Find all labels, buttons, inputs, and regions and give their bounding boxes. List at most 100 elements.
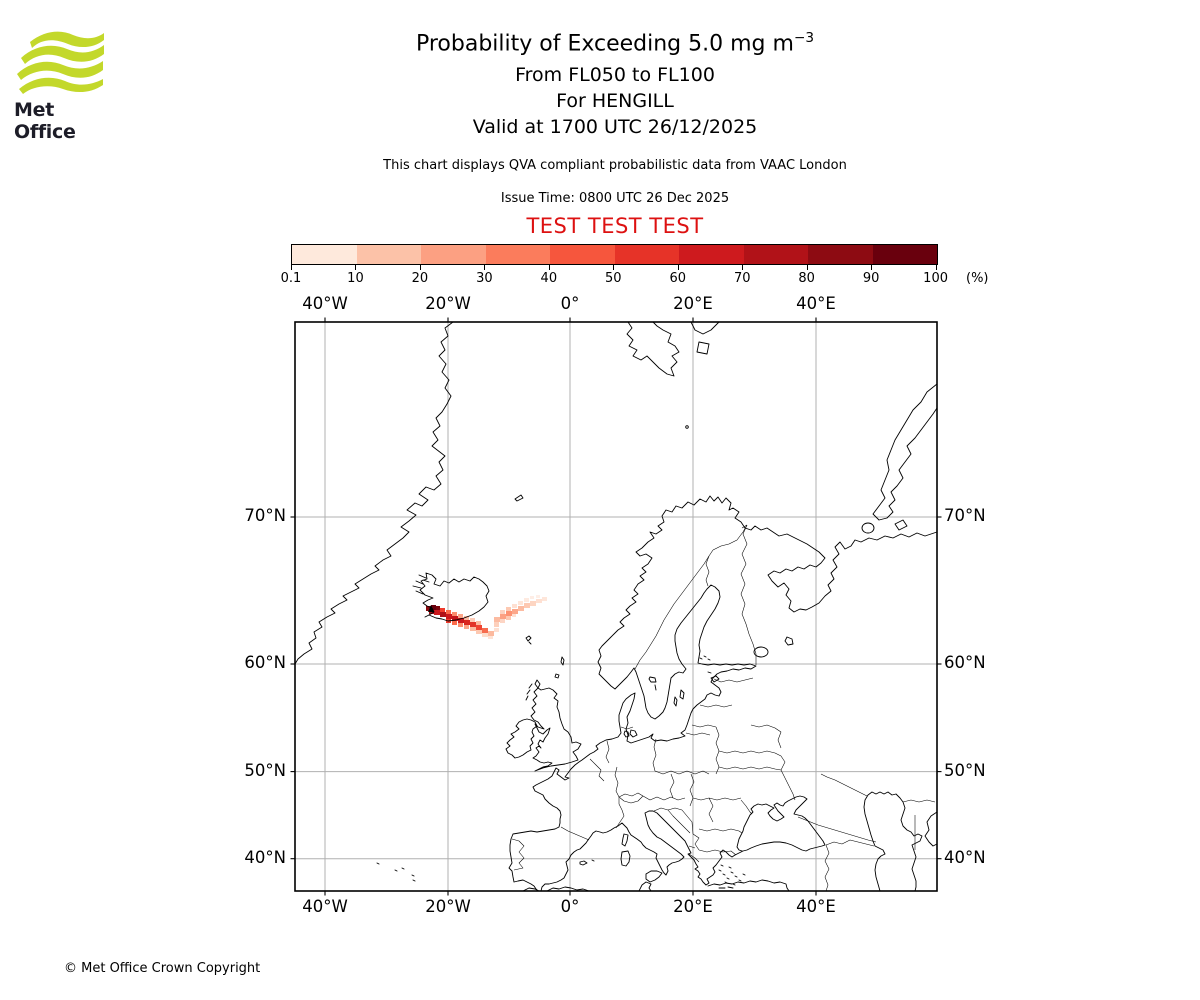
ash-plume-cell xyxy=(536,595,540,598)
colorbar-tick xyxy=(871,265,873,270)
page-title: Probability of Exceeding 5.0 mg m−3 xyxy=(30,30,1200,56)
graticule-gridlines xyxy=(295,322,937,891)
colorbar-tick xyxy=(355,265,357,270)
ash-plume-cell xyxy=(518,606,524,611)
subtitle-volcano: For HENGILL xyxy=(556,90,674,112)
lon-label-bottom: 20°E xyxy=(673,897,713,916)
ash-plume-cell xyxy=(446,610,451,614)
ash-plume-cell xyxy=(488,631,494,636)
lat-label-right: 50°N xyxy=(944,760,986,780)
colorbar-segment xyxy=(808,245,873,264)
qva-description: This chart displays QVA compliant probab… xyxy=(383,158,847,173)
ash-plume-cell xyxy=(470,627,476,631)
lon-label-top: 0° xyxy=(560,294,580,313)
title-main: Probability of Exceeding 5.0 mg m xyxy=(415,31,794,57)
ash-plume-cell xyxy=(494,628,499,632)
ash-plume-cell xyxy=(431,605,436,610)
colorbar-tick xyxy=(742,265,744,270)
axis-ticks xyxy=(290,317,942,896)
colorbar-segment xyxy=(421,245,486,264)
colorbar-segment xyxy=(679,245,744,264)
europe-north-atlantic-map xyxy=(290,317,942,896)
ash-plume-cell xyxy=(506,607,511,611)
subtitle-flight-levels: From FL050 to FL100 xyxy=(515,64,715,86)
ash-plume-cell xyxy=(436,606,440,611)
ash-plume-cell xyxy=(524,598,529,602)
ash-plume-cell xyxy=(512,614,516,617)
colorbar-tick-label: 60 xyxy=(669,271,687,286)
lat-label-right: 60°N xyxy=(944,653,986,672)
ash-plume-cell xyxy=(494,622,499,627)
test-banner: TEST TEST TEST xyxy=(526,214,704,238)
colorbar-segment xyxy=(485,245,550,264)
lat-label-right: 70°N xyxy=(944,506,986,525)
colorbar-tick-label: 80 xyxy=(798,271,815,286)
ash-plume-cell xyxy=(452,616,458,621)
colorbar-segment xyxy=(292,245,357,264)
ash-plume-cell xyxy=(434,610,440,615)
ash-plume-cell xyxy=(476,621,481,625)
title-superscript: −3 xyxy=(793,30,815,46)
ash-plume-cell xyxy=(464,620,470,625)
lon-label-bottom: 40°E xyxy=(796,897,836,916)
colorbar-tick-label: 0.1 xyxy=(280,271,302,286)
lon-label-bottom: 0° xyxy=(560,897,580,916)
colorbar-tick-label: 10 xyxy=(347,271,364,286)
lat-label-left: 50°N xyxy=(244,760,286,780)
ash-plume-cell xyxy=(536,599,542,603)
ash-plume-cell xyxy=(488,636,493,639)
lon-label-top: 20°W xyxy=(425,294,471,313)
colorbar-tick-label: 30 xyxy=(476,271,493,286)
ash-plume-cell xyxy=(446,614,452,619)
ash-plume-cell xyxy=(506,616,511,620)
country-borders xyxy=(511,524,936,892)
ash-plume-cell xyxy=(458,618,464,623)
ash-plume-cell xyxy=(476,630,482,634)
probability-colorbar xyxy=(291,244,938,265)
ash-plume-cell xyxy=(470,618,475,622)
lat-label-right: 40°N xyxy=(944,847,986,867)
colorbar-tick xyxy=(484,265,486,270)
colorbar-tick-label: 40 xyxy=(540,271,558,286)
ash-plume-cell xyxy=(464,625,469,629)
colorbar-tick-label: 50 xyxy=(605,271,622,286)
colorbar-tick xyxy=(291,265,292,270)
colorbar-tick xyxy=(613,265,615,270)
colorbar-segment xyxy=(550,245,615,264)
ash-plume-cell xyxy=(500,619,505,623)
ash-plume-cell xyxy=(500,614,506,619)
colorbar-tick xyxy=(419,265,421,270)
coastlines xyxy=(294,321,938,892)
colorbar-segment xyxy=(743,245,808,264)
colorbar-tick-label: 90 xyxy=(862,271,880,286)
issue-time: Issue Time: 0800 UTC 26 Dec 2025 xyxy=(500,191,730,206)
met-office-logo-text: Met Office xyxy=(14,99,76,143)
ash-plume-cell xyxy=(500,610,505,614)
copyright-notice: © Met Office Crown Copyright xyxy=(64,961,261,976)
colorbar-segment xyxy=(872,245,937,264)
colorbar-tick xyxy=(806,265,808,270)
ash-plume-cell xyxy=(440,608,445,612)
ash-plume-cell xyxy=(530,601,536,606)
volcano-vent-marker xyxy=(428,605,434,612)
colorbar-unit: (%) xyxy=(966,271,989,286)
ash-plume-cell xyxy=(524,603,530,608)
colorbar-tick xyxy=(677,265,679,270)
ash-plume-cell xyxy=(542,597,547,601)
ash-plume-cell xyxy=(518,601,523,605)
colorbar-tick xyxy=(548,265,550,270)
ash-plume-cell xyxy=(476,625,482,630)
ash-plume-cell xyxy=(464,616,469,620)
colorbar-segment xyxy=(614,245,679,264)
ash-plume-cell xyxy=(426,606,431,611)
ash-plume-cell xyxy=(530,596,534,599)
lon-label-top: 20°E xyxy=(673,294,713,313)
ash-plume-cell xyxy=(512,604,517,608)
colorbar-tick-label: 70 xyxy=(733,271,751,286)
ash-plume-cell xyxy=(494,617,500,622)
ash-plume-cell xyxy=(482,628,488,633)
met-office-waves-icon xyxy=(17,31,104,94)
colorbar-tick-label: 100 xyxy=(923,271,948,286)
colorbar-segment xyxy=(356,245,421,264)
